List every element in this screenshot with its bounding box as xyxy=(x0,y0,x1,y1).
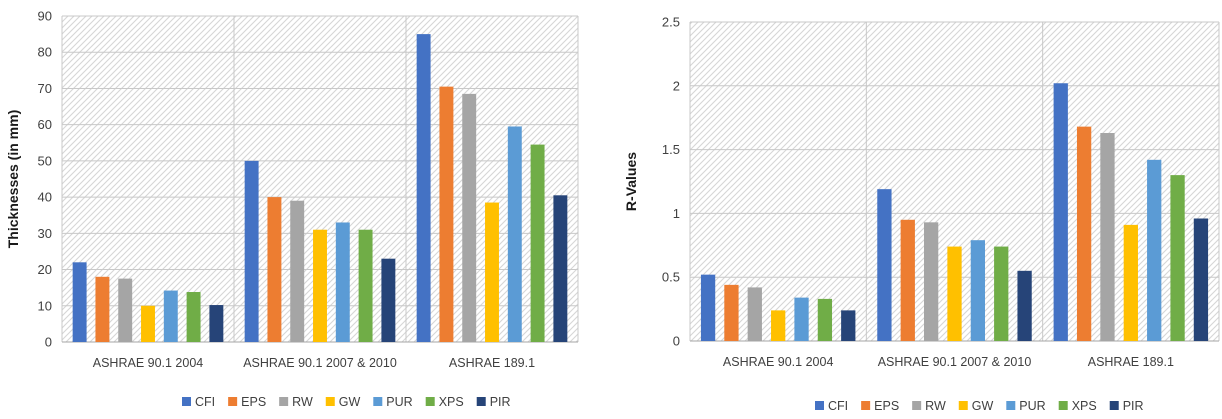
bar-xps xyxy=(817,298,833,341)
y-tick-label: 80 xyxy=(38,45,52,60)
y-tick-label: 1.5 xyxy=(662,142,680,157)
bar-eps xyxy=(439,86,454,342)
bar-eps xyxy=(267,197,282,342)
y-tick-label: 70 xyxy=(38,81,52,96)
bar-xps xyxy=(994,246,1009,341)
y-tick-label: 10 xyxy=(38,298,52,313)
legend-entry-pur: PUR xyxy=(1019,399,1045,413)
legend-swatch xyxy=(958,401,968,410)
y-tick-label: 30 xyxy=(38,226,52,241)
legend-entry-eps: EPS xyxy=(241,395,266,409)
bar-xps xyxy=(1170,175,1185,341)
legend-swatch xyxy=(182,397,191,406)
legend-entry-rw: RW xyxy=(925,399,946,413)
legend: CFI EPS RW GW PUR XPS PIR xyxy=(815,399,1144,413)
y-tick-label: 20 xyxy=(38,262,52,277)
bar-pur xyxy=(970,240,986,341)
chart-2: 0 0.5 1 1.5 2 2.5 ASHRAE 90.1 2004 ASHRAE 90.1 … xyxy=(623,15,1220,413)
bar-cfi xyxy=(244,160,259,342)
legend-swatch xyxy=(228,397,238,406)
legend-entry-pir: PIR xyxy=(1123,399,1144,413)
legend-swatch xyxy=(861,401,871,410)
bar-cfi xyxy=(1053,83,1068,342)
bar-pur xyxy=(163,290,178,342)
bar-eps xyxy=(95,276,110,342)
x-category-label: ASHRAE 90.1 2004 xyxy=(723,355,834,369)
legend: CFI EPS RW GW PUR XPS PIR xyxy=(182,395,511,409)
bar-pir xyxy=(1193,218,1209,341)
y-axis-label: Thicknesses (in mm) xyxy=(5,110,21,249)
legend-swatch xyxy=(815,401,824,410)
x-category-label: ASHRAE 90.1 2004 xyxy=(93,356,204,370)
bar-pur xyxy=(507,126,522,342)
y-axis-label: R-Values xyxy=(623,152,639,211)
legend-swatch xyxy=(373,397,383,406)
legend-swatch xyxy=(1058,401,1068,410)
bar-eps xyxy=(900,219,915,341)
legend-entry-gw: GW xyxy=(339,395,361,409)
chart-1: 0 10 20 30 40 50 60 70 80 90 ASHRAE 90.1 2004 ASHRA… xyxy=(5,9,579,409)
x-category-label: ASHRAE 90.1 2007 & 2010 xyxy=(243,356,397,370)
y-tick-label: 2.5 xyxy=(662,15,680,30)
bar-eps xyxy=(1076,126,1092,341)
bar-gw xyxy=(313,229,327,342)
legend-entry-cfi: CFI xyxy=(195,395,215,409)
bar-xps xyxy=(530,144,545,342)
y-tick-label: 1 xyxy=(673,206,680,221)
bar-rw xyxy=(923,222,939,341)
legend-swatch xyxy=(279,397,289,406)
bar-rw xyxy=(747,287,762,341)
x-category-label: ASHRAE 189.1 xyxy=(449,356,535,370)
y-tick-label: 2 xyxy=(673,78,680,93)
legend-swatch xyxy=(912,401,922,410)
bar-cfi xyxy=(72,262,87,342)
legend-entry-eps: EPS xyxy=(874,399,899,413)
bar-gw xyxy=(141,305,155,342)
bar-pir xyxy=(553,195,568,342)
bar-pir xyxy=(1017,270,1032,341)
x-category-label: ASHRAE 90.1 2007 & 2010 xyxy=(878,355,1032,369)
bar-gw xyxy=(771,310,786,341)
bar-pur xyxy=(794,297,809,341)
y-tick-label: 0 xyxy=(673,334,680,349)
legend-swatch xyxy=(1006,401,1016,410)
bar-pur xyxy=(335,222,350,342)
bar-gw xyxy=(947,246,962,341)
legend-entry-cfi: CFI xyxy=(828,399,848,413)
bar-pir xyxy=(209,305,224,342)
legend-swatch xyxy=(325,397,335,406)
bar-rw xyxy=(290,200,305,342)
y-tick-label: 0 xyxy=(45,335,52,350)
y-tick-label: 50 xyxy=(38,153,52,168)
bar-rw xyxy=(118,278,133,342)
bar-cfi xyxy=(700,274,716,341)
bar-cfi xyxy=(416,34,431,342)
y-tick-label: 40 xyxy=(38,190,52,205)
bar-gw xyxy=(1123,224,1138,341)
bar-rw xyxy=(1100,133,1115,341)
y-tick-label: 60 xyxy=(38,117,52,132)
bar-pur xyxy=(1147,159,1162,341)
legend-swatch xyxy=(425,397,435,406)
legend-entry-pir: PIR xyxy=(490,395,511,409)
legend-swatch xyxy=(1109,401,1119,410)
y-tick-label: 0.5 xyxy=(662,270,680,285)
legend-entry-pur: PUR xyxy=(386,395,412,409)
bar-cfi xyxy=(877,189,892,341)
bar-xps xyxy=(186,292,201,342)
x-category-label: ASHRAE 189.1 xyxy=(1088,355,1174,369)
y-tick-label: 90 xyxy=(38,9,52,24)
bar-rw xyxy=(462,93,477,342)
bar-gw xyxy=(485,202,499,342)
legend-entry-rw: RW xyxy=(292,395,313,409)
legend-swatch xyxy=(476,397,486,406)
legend-entry-gw: GW xyxy=(972,399,994,413)
bar-eps xyxy=(724,284,739,341)
bar-pir xyxy=(381,258,396,342)
legend-entry-xps: XPS xyxy=(439,395,464,409)
legend-entry-xps: XPS xyxy=(1072,399,1097,413)
bar-pir xyxy=(841,310,856,341)
bar-xps xyxy=(358,229,373,342)
